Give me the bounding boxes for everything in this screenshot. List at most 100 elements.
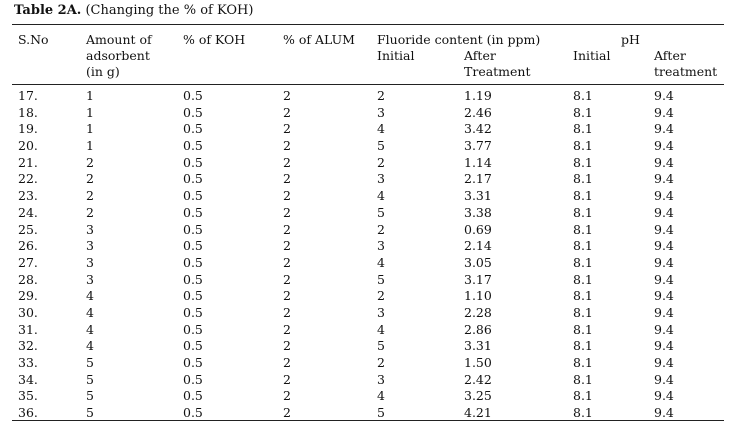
cell-sno: 19. <box>18 121 38 137</box>
cell-fluoride-after: 3.17 <box>464 271 492 287</box>
cell-koh: 0.5 <box>183 371 203 387</box>
cell-ph-after: 9.4 <box>654 355 674 370</box>
cell-fluoride-after: 3.77 <box>464 138 492 154</box>
cell-ph-initial: 8.1 <box>573 138 593 154</box>
header-fluoride-group: Fluoride content (in ppm) <box>377 32 541 47</box>
cell-ph-after: 9.4 <box>654 121 674 137</box>
cell-fluoride-initial: 3 <box>377 304 385 320</box>
header-sno: S.No <box>18 32 49 47</box>
cell-koh: 0.5 <box>183 338 203 354</box>
cell-amount: 1 <box>86 138 94 154</box>
table-row: 32. 4 0.5 2 5 3.31 8.1 9.4 <box>0 338 734 355</box>
cell-sno: 36. <box>18 405 38 421</box>
cell-ph-initial: 8.1 <box>573 288 593 304</box>
cell-ph-after: 9.4 <box>654 221 674 237</box>
table-caption: Table 2A. (Changing the % of KOH) <box>14 3 253 18</box>
table-body: 17. 1 0.5 2 2 1.19 8.1 9.4 18. 1 0.5 2 3 2.46 8.1 9.4 19… <box>0 88 734 422</box>
cell-alum: 2 <box>283 121 291 137</box>
table-row: 23. 2 0.5 2 4 3.31 8.1 9.4 <box>0 188 734 205</box>
cell-ph-after: 9.4 <box>654 321 674 337</box>
cell-ph-initial: 8.1 <box>573 388 593 404</box>
cell-ph-after: 9.4 <box>654 88 674 103</box>
cell-fluoride-initial: 4 <box>377 121 385 137</box>
cell-fluoride-initial: 3 <box>377 371 385 387</box>
cell-alum: 2 <box>283 88 291 103</box>
cell-sno: 21. <box>18 154 38 170</box>
cell-ph-initial: 8.1 <box>573 121 593 137</box>
cell-ph-after: 9.4 <box>654 388 674 404</box>
cell-fluoride-after: 3.05 <box>464 254 492 270</box>
cell-koh: 0.5 <box>183 271 203 287</box>
cell-alum: 2 <box>283 221 291 237</box>
cell-fluoride-initial: 2 <box>377 288 385 304</box>
cell-sno: 34. <box>18 371 38 387</box>
cell-fluoride-initial: 3 <box>377 171 385 187</box>
cell-sno: 25. <box>18 221 38 237</box>
cell-ph-initial: 8.1 <box>573 254 593 270</box>
cell-ph-after: 9.4 <box>654 288 674 304</box>
cell-fluoride-initial: 2 <box>377 88 385 103</box>
cell-fluoride-after: 3.42 <box>464 121 492 137</box>
cell-amount: 3 <box>86 221 94 237</box>
table-row: 30. 4 0.5 2 3 2.28 8.1 9.4 <box>0 305 734 322</box>
table-caption-text: (Changing the % of KOH) <box>85 3 254 18</box>
cell-ph-after: 9.4 <box>654 188 674 204</box>
cell-ph-after: 9.4 <box>654 405 674 421</box>
cell-sno: 35. <box>18 388 38 404</box>
header-fluoride-initial: Initial <box>377 48 415 63</box>
cell-fluoride-after: 2.14 <box>464 238 492 254</box>
cell-koh: 0.5 <box>183 188 203 204</box>
cell-ph-after: 9.4 <box>654 304 674 320</box>
cell-fluoride-initial: 3 <box>377 238 385 254</box>
cell-koh: 0.5 <box>183 304 203 320</box>
cell-fluoride-initial: 4 <box>377 188 385 204</box>
cell-fluoride-after: 1.50 <box>464 355 492 370</box>
cell-alum: 2 <box>283 254 291 270</box>
cell-alum: 2 <box>283 304 291 320</box>
table-row: 26. 3 0.5 2 3 2.14 8.1 9.4 <box>0 238 734 255</box>
cell-fluoride-initial: 5 <box>377 405 385 421</box>
cell-ph-initial: 8.1 <box>573 238 593 254</box>
table-row: 35. 5 0.5 2 4 3.25 8.1 9.4 <box>0 388 734 405</box>
cell-fluoride-initial: 5 <box>377 338 385 354</box>
cell-ph-after: 9.4 <box>654 138 674 154</box>
table-row: 24. 2 0.5 2 5 3.38 8.1 9.4 <box>0 205 734 222</box>
cell-sno: 24. <box>18 204 38 220</box>
cell-fluoride-after: 0.69 <box>464 221 492 237</box>
cell-amount: 5 <box>86 405 94 421</box>
cell-alum: 2 <box>283 388 291 404</box>
cell-ph-after: 9.4 <box>654 204 674 220</box>
cell-ph-after: 9.4 <box>654 338 674 354</box>
table-row: 28. 3 0.5 2 5 3.17 8.1 9.4 <box>0 272 734 289</box>
cell-fluoride-after: 3.31 <box>464 188 492 204</box>
cell-amount: 3 <box>86 254 94 270</box>
cell-ph-initial: 8.1 <box>573 88 593 103</box>
cell-amount: 3 <box>86 271 94 287</box>
cell-sno: 17. <box>18 88 38 103</box>
cell-alum: 2 <box>283 371 291 387</box>
table-row: 31. 4 0.5 2 4 2.86 8.1 9.4 <box>0 322 734 339</box>
header-fluoride-after-line2: Treatment <box>464 64 531 79</box>
header-ph-initial: Initial <box>573 48 611 63</box>
cell-amount: 2 <box>86 188 94 204</box>
table-bottom-rule <box>12 420 724 421</box>
cell-koh: 0.5 <box>183 238 203 254</box>
cell-ph-initial: 8.1 <box>573 321 593 337</box>
cell-sno: 30. <box>18 304 38 320</box>
cell-fluoride-after: 3.38 <box>464 204 492 220</box>
cell-ph-initial: 8.1 <box>573 188 593 204</box>
cell-ph-after: 9.4 <box>654 171 674 187</box>
cell-amount: 1 <box>86 88 94 103</box>
cell-fluoride-initial: 4 <box>377 388 385 404</box>
cell-fluoride-after: 1.10 <box>464 288 492 304</box>
header-ph-after-line1: After <box>654 48 686 63</box>
cell-koh: 0.5 <box>183 104 203 120</box>
cell-fluoride-after: 2.46 <box>464 104 492 120</box>
cell-alum: 2 <box>283 171 291 187</box>
header-amount-line3: (in g) <box>86 64 120 79</box>
cell-koh: 0.5 <box>183 138 203 154</box>
cell-ph-initial: 8.1 <box>573 104 593 120</box>
cell-koh: 0.5 <box>183 254 203 270</box>
table-row: 29. 4 0.5 2 2 1.10 8.1 9.4 <box>0 288 734 305</box>
cell-fluoride-initial: 2 <box>377 154 385 170</box>
